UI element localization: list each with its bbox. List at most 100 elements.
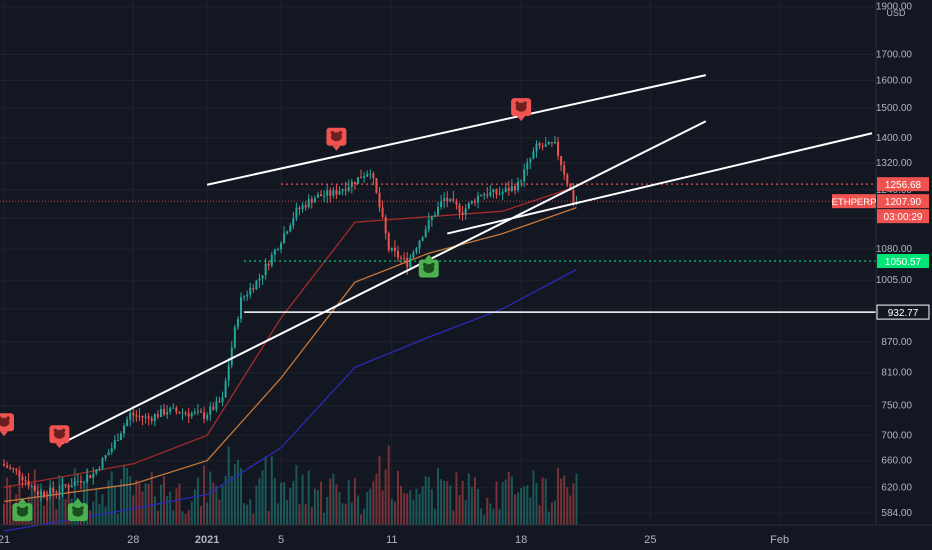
volume-bar [184, 513, 187, 525]
volume-bar [110, 471, 113, 525]
candle-body [535, 143, 538, 152]
candle-body [572, 190, 575, 204]
volume-bar [92, 501, 95, 525]
candle-body [15, 469, 18, 471]
x-tick-label: 21 [0, 534, 10, 546]
volume-bar [498, 509, 501, 525]
volume-bar [49, 479, 52, 525]
candle-body [55, 491, 58, 493]
candle-body [566, 174, 569, 185]
candle-body [270, 254, 273, 266]
candle-body [243, 296, 246, 298]
volume-bar [39, 483, 42, 525]
candle-body [436, 206, 440, 216]
grid [0, 0, 876, 525]
y-tick-label: 620.00 [881, 482, 912, 493]
candle-body [461, 212, 464, 215]
candle-body [166, 411, 169, 415]
candle-body [313, 197, 316, 203]
icon-ear [523, 101, 527, 105]
candle-body [224, 380, 227, 398]
candle-body [356, 177, 359, 184]
x-tick-label: 5 [278, 534, 284, 546]
icon-ear [0, 416, 2, 421]
candle-body [440, 201, 443, 207]
candle-body [255, 280, 258, 290]
candle-body [36, 490, 39, 496]
candle-body [39, 491, 42, 496]
level-label-bg [877, 177, 929, 192]
currency-label: USD [886, 8, 906, 18]
candle-body [489, 192, 492, 196]
candle-body [372, 173, 375, 179]
time-axis[interactable]: 21 28 2021 5 11 18 25 Feb [0, 534, 789, 546]
volume-bar [504, 479, 507, 525]
volume-bar [501, 481, 504, 525]
volume-bar [307, 470, 310, 525]
trendlines[interactable] [58, 74, 873, 446]
volume-bar [396, 470, 399, 525]
candle-body [190, 413, 193, 417]
candle-body [418, 240, 421, 249]
icon-ear [338, 130, 343, 135]
volume-bar [526, 485, 529, 525]
candle-body [12, 468, 15, 470]
volume-bar [193, 489, 196, 525]
volume-bar [513, 494, 516, 525]
candle-body [366, 173, 369, 177]
icon-ear [6, 416, 10, 421]
candle-body [430, 216, 433, 220]
level-label: 1050.57 [885, 257, 922, 268]
volume-bar [313, 488, 316, 525]
y-tick-label: 1080.00 [876, 244, 913, 255]
candle-body [304, 205, 307, 208]
candle-body [483, 194, 486, 196]
candle-body [175, 407, 178, 412]
sell-signal-marker [326, 127, 347, 151]
candle-body [310, 199, 313, 203]
symbol-tag: ETHPERP [832, 197, 877, 208]
volume-bar [55, 509, 58, 525]
candle-body [344, 189, 347, 191]
candle-body [70, 485, 73, 488]
icon-ear [330, 130, 335, 135]
candle-body [113, 440, 116, 449]
volume-bar [563, 475, 566, 525]
candle-body [455, 200, 458, 205]
volume-bar [264, 456, 267, 525]
volume-bar [58, 474, 61, 525]
icon-ear [16, 506, 21, 510]
candle-body [520, 181, 523, 183]
y-tick-label: 1900.00 [876, 2, 913, 13]
candle-body [360, 177, 363, 179]
candle-body [563, 165, 566, 175]
candle-body [98, 468, 101, 470]
candle-body [141, 416, 144, 418]
volume-bar [529, 497, 532, 525]
sell-signal-marker [0, 413, 14, 437]
volume-bar [467, 473, 470, 525]
volume-bar [144, 483, 147, 525]
candle-body [553, 141, 556, 144]
volume-bar [73, 468, 76, 525]
candle-body [560, 156, 563, 166]
candle-body [424, 229, 427, 238]
candle-body [298, 207, 301, 210]
sell-signal-marker [511, 98, 532, 122]
candle-body [538, 143, 541, 146]
candle-body [326, 190, 329, 196]
candle-body [132, 412, 135, 416]
volume-bar [119, 479, 122, 525]
volume-bar [150, 472, 153, 525]
y-tick-label: 1600.00 [876, 75, 913, 86]
candle-body [393, 247, 396, 252]
candle-body [532, 151, 535, 159]
volume-bar [138, 483, 141, 525]
volume-bar [510, 476, 513, 525]
moving-averages [3, 185, 577, 532]
candle-body [292, 218, 295, 226]
volume-bar [181, 511, 184, 525]
candle-body [172, 407, 175, 409]
